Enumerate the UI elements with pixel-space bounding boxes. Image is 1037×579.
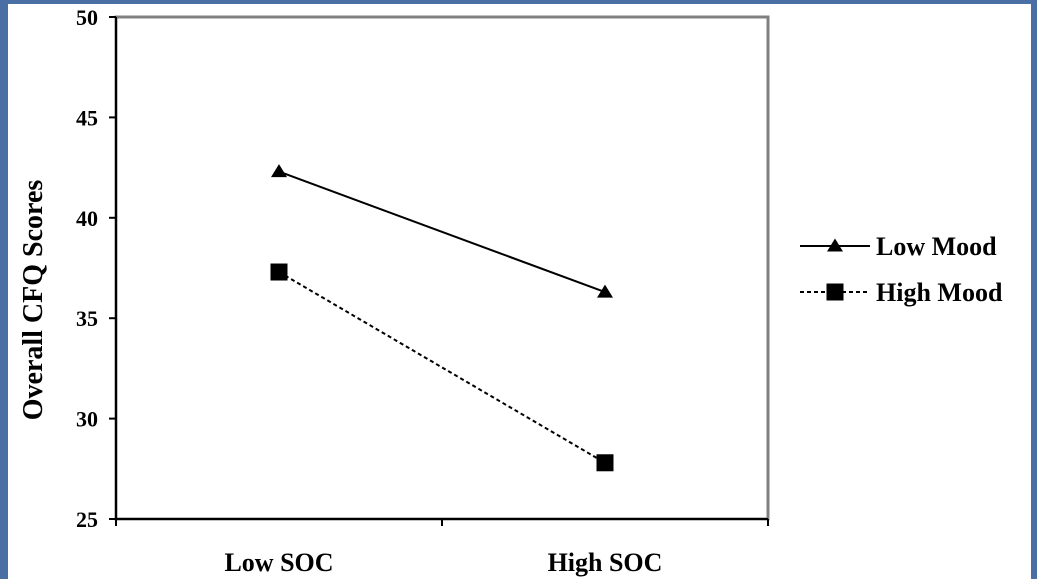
x-category-label: High SOC <box>548 548 663 577</box>
y-tick-label: 30 <box>76 407 98 432</box>
frame-top-border <box>0 0 1037 4</box>
data-point-high-mood <box>596 454 614 472</box>
legend: Low Mood High Mood <box>800 232 1003 307</box>
y-tick-label: 50 <box>76 5 98 30</box>
plot-area <box>114 15 770 521</box>
frame-left-border <box>0 0 8 579</box>
legend-label-high-mood: High Mood <box>876 278 1003 307</box>
y-axis-title: Overall CFQ Scores <box>18 180 49 421</box>
legend-marker-low-mood <box>827 238 843 252</box>
legend-label-low-mood: Low Mood <box>876 232 997 261</box>
y-tick-label: 25 <box>76 507 98 532</box>
series-layer <box>270 164 614 472</box>
y-tick-label: 35 <box>76 306 98 331</box>
y-tick-label: 45 <box>76 105 98 130</box>
x-category-label: Low SOC <box>224 548 333 577</box>
y-axis-ticks: 25 30 35 40 45 50 <box>76 5 116 532</box>
data-point-low-mood <box>597 284 613 298</box>
data-point-high-mood <box>270 263 288 281</box>
frame-right-border <box>1031 0 1037 579</box>
legend-marker-high-mood <box>826 283 844 301</box>
x-axis-ticks: Low SOC High SOC <box>115 519 769 577</box>
data-point-low-mood <box>271 164 287 178</box>
series-line-low-mood <box>278 170 606 294</box>
y-tick-label: 40 <box>76 206 98 231</box>
